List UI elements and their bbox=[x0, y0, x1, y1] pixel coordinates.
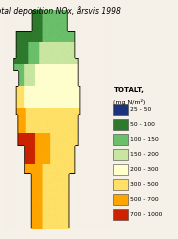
Bar bbox=[113, 164, 127, 175]
Text: 25 - 50: 25 - 50 bbox=[130, 107, 151, 112]
Text: (mg N/m²): (mg N/m²) bbox=[113, 98, 146, 104]
Text: Total deposition NOx, årsvis 1998: Total deposition NOx, årsvis 1998 bbox=[0, 6, 121, 16]
Bar bbox=[113, 149, 127, 160]
Text: 700 - 1000: 700 - 1000 bbox=[130, 212, 163, 217]
Bar bbox=[113, 104, 127, 115]
Bar bbox=[113, 208, 127, 220]
Text: TOTALT,: TOTALT, bbox=[113, 87, 144, 93]
Bar bbox=[113, 179, 127, 190]
Text: 50 - 100: 50 - 100 bbox=[130, 122, 155, 127]
Bar bbox=[113, 134, 127, 146]
Bar bbox=[113, 119, 127, 130]
Text: 100 - 150: 100 - 150 bbox=[130, 137, 159, 142]
Text: 500 - 700: 500 - 700 bbox=[130, 197, 159, 202]
Text: 200 - 300: 200 - 300 bbox=[130, 167, 159, 172]
Text: 150 - 200: 150 - 200 bbox=[130, 152, 159, 157]
Bar bbox=[113, 194, 127, 205]
Text: 300 - 500: 300 - 500 bbox=[130, 182, 159, 187]
